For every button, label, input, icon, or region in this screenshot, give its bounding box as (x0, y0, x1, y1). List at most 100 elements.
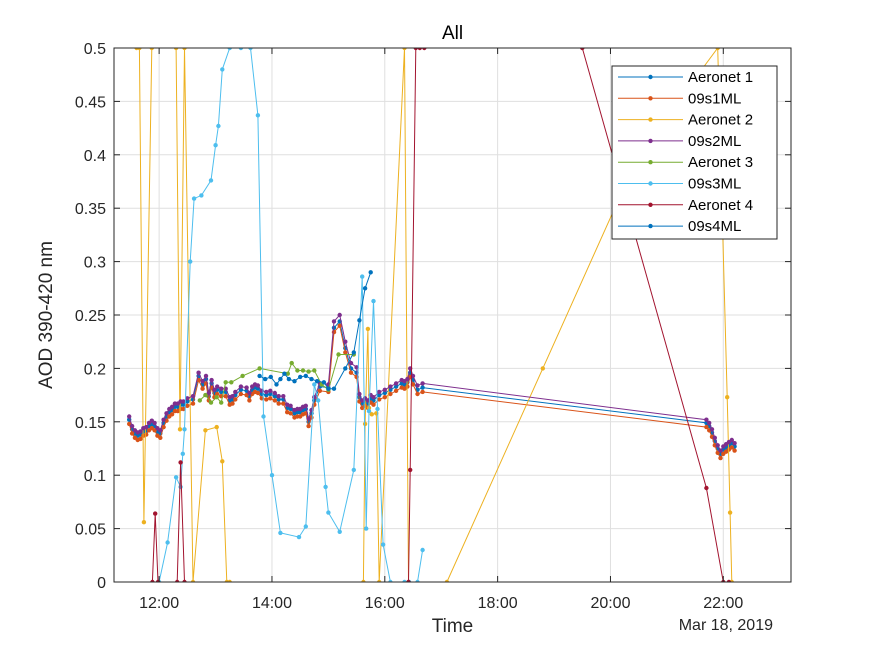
data-point (244, 385, 249, 390)
data-point (377, 579, 382, 582)
data-point (725, 395, 730, 400)
data-point (357, 391, 362, 397)
data-point (303, 373, 308, 379)
data-point (181, 406, 186, 412)
data-point (326, 510, 331, 515)
data-point (127, 414, 132, 419)
data-point (214, 395, 219, 400)
data-point (220, 67, 225, 72)
data-point (203, 428, 208, 433)
data-point (368, 270, 373, 275)
data-point (182, 579, 187, 582)
legend-item: Aeronet 1 (618, 69, 753, 86)
series-5 (156, 48, 425, 582)
data-point (382, 390, 387, 396)
data-point (182, 48, 187, 51)
data-point (285, 371, 290, 376)
data-point (405, 376, 410, 382)
legend-box (611, 65, 778, 240)
data-point (371, 402, 376, 407)
data-point (312, 382, 317, 387)
data-point (343, 366, 348, 371)
data-point (255, 383, 261, 388)
x-tick-label: 18:00 (478, 595, 518, 612)
legend-label: 09s2ML (688, 133, 741, 150)
x-tick-label: 16:00 (365, 595, 405, 612)
data-point (369, 412, 374, 417)
data-point (393, 388, 399, 393)
data-point (281, 401, 286, 406)
data-point (138, 436, 143, 442)
data-point (351, 467, 356, 473)
data-point (223, 394, 228, 399)
data-point (362, 421, 368, 427)
data-point (150, 579, 155, 582)
data-point (276, 401, 281, 406)
data-point (247, 390, 252, 396)
data-point (540, 366, 545, 371)
data-point (199, 193, 204, 198)
data-point (212, 387, 217, 392)
data-point (278, 376, 283, 382)
data-point (238, 384, 244, 389)
data-point (169, 412, 175, 417)
legend-item: 09s3ML (618, 176, 741, 193)
data-point (377, 389, 382, 395)
data-point (285, 410, 290, 415)
data-point (729, 437, 734, 443)
data-point (415, 579, 420, 582)
data-point (727, 510, 733, 515)
legend-swatch-marker (648, 138, 653, 144)
series-7 (257, 270, 373, 391)
data-point (366, 408, 372, 414)
legend: Aeronet 1 09s1ML Aeronet 2 09s2ML Aeronet 3 0… (611, 65, 778, 240)
data-point (220, 459, 225, 464)
data-point (181, 402, 186, 407)
legend-swatch-marker (648, 96, 653, 101)
data-point (704, 417, 709, 422)
data-point (718, 448, 723, 453)
data-point (169, 404, 175, 409)
data-point (415, 383, 420, 388)
legend-label: Aeronet 4 (688, 197, 753, 214)
legend-item: 09s2ML (618, 133, 741, 150)
data-point (351, 350, 356, 355)
data-point (177, 427, 183, 432)
data-point (388, 384, 393, 389)
y-tick-label: 0.15 (75, 415, 106, 432)
data-point (729, 445, 734, 450)
legend-label: 09s1ML (688, 90, 741, 107)
data-point (178, 460, 183, 465)
data-point (263, 376, 268, 382)
data-point (336, 352, 341, 357)
y-tick-label: 0 (97, 575, 106, 592)
legend-item: Aeronet 4 (618, 197, 753, 214)
data-point (371, 298, 376, 304)
data-point (208, 178, 214, 183)
data-point (309, 376, 314, 382)
data-point (165, 540, 170, 545)
data-point (178, 484, 183, 490)
data-point (238, 391, 244, 397)
data-point (161, 424, 166, 430)
data-point (314, 379, 320, 384)
data-point (388, 387, 393, 392)
data-point (185, 396, 190, 401)
data-point (173, 475, 179, 480)
data-point (238, 48, 244, 51)
data-point (361, 579, 366, 582)
date-label: Mar 18, 2019 (679, 617, 773, 634)
data-point (227, 48, 232, 51)
data-point (393, 384, 399, 389)
data-point (200, 386, 205, 391)
y-axis-label: AOD 390-420 nm (36, 241, 57, 389)
legend-label: 09s3ML (688, 176, 741, 193)
data-point (272, 394, 277, 399)
data-point (272, 390, 277, 396)
data-point (233, 389, 238, 395)
data-point (278, 530, 283, 536)
data-point (365, 326, 371, 332)
legend-label: 09s4ML (688, 218, 741, 235)
data-point (175, 579, 180, 582)
legend-label: Aeronet 3 (688, 154, 753, 171)
